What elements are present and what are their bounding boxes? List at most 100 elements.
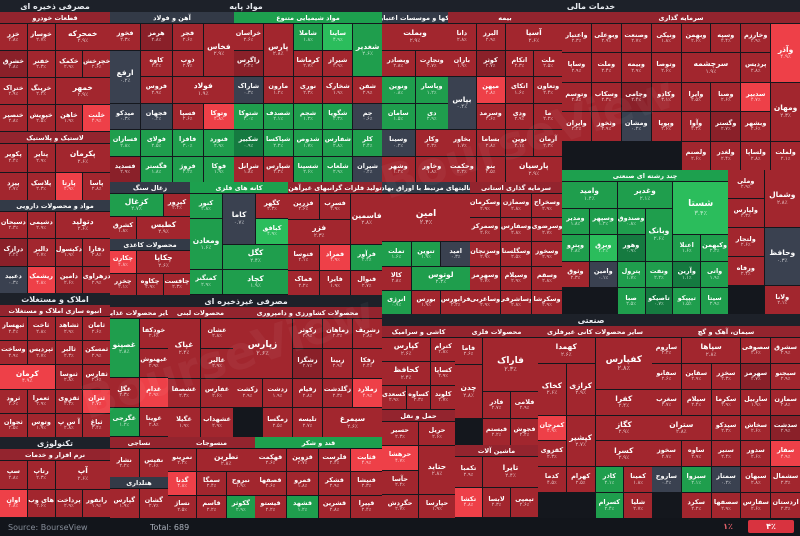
map-tile[interactable]: کساپا ۲.۹٪ <box>431 362 455 385</box>
map-tile[interactable]: واتی ۱.۹٪ <box>701 261 728 288</box>
map-tile[interactable]: کچاد ۱.۹٪ <box>223 269 288 294</box>
map-tile[interactable]: خرینگ ۲.۴٪ <box>27 78 55 104</box>
map-tile[interactable]: کقزوی ۲.۳٪ <box>538 441 566 467</box>
map-tile[interactable]: فرآور ۲.۴٪ <box>351 245 382 270</box>
map-tile[interactable]: فنوال ۲.۷٪ <box>351 270 382 295</box>
map-tile[interactable]: وتوس ۱.۹٪ <box>27 413 55 437</box>
map-tile[interactable]: وآرین ۱.۱٪ <box>673 261 701 288</box>
map-tile[interactable]: وسخوز ۲.۹٪ <box>532 242 562 266</box>
map-tile[interactable]: ولساپا ۲.۸٪ <box>741 141 771 170</box>
map-tile[interactable]: پکرمان ۲.۶٪ <box>55 144 110 172</box>
map-tile[interactable]: وسخراج ۲.۹٪ <box>532 194 562 218</box>
map-tile[interactable]: تکشا ۴.۸٪ <box>455 487 482 517</box>
map-tile[interactable]: شفارس ۲.۸٪ <box>323 130 353 156</box>
map-tile[interactable]: سقاین ۲.۹٪ <box>681 363 711 389</box>
map-tile[interactable]: وصنا ۲.۶٪ <box>711 82 741 112</box>
map-tile[interactable]: قاسم ۲.۲٪ <box>197 495 226 518</box>
map-tile[interactable]: هرمز ۲.۸٪ <box>141 24 172 50</box>
map-tile[interactable]: شدوص ۱.۷٪ <box>293 130 323 156</box>
map-tile[interactable]: قشهد ۱.۲٪ <box>287 495 318 518</box>
map-tile[interactable]: پتایر ۲.۹٪ <box>27 144 55 172</box>
map-tile[interactable]: فوکا ۱.۹٪ <box>203 156 234 182</box>
map-tile[interactable]: سخوز ۲.۷٪ <box>652 441 681 467</box>
map-tile[interactable]: انرژی ۰.۹٪ <box>382 290 411 314</box>
map-tile[interactable]: وملی ۲.۹٪ <box>728 170 764 198</box>
map-tile[interactable]: پردیس ۲.۸٪ <box>741 53 771 82</box>
map-tile[interactable]: فسازان ۲.۸٪ <box>110 130 141 156</box>
map-tile[interactable]: ختراک ۲.۹٪ <box>0 78 27 104</box>
map-tile[interactable]: پارسیان ۲.۹٪ <box>505 156 562 182</box>
sector-header[interactable]: لاستیک و پلاستیک <box>0 132 110 143</box>
map-tile[interactable]: وسمازن ۲.۸٪ <box>501 194 531 218</box>
map-tile[interactable]: کمینا ۱.۸٪ <box>624 467 652 493</box>
map-tile[interactable]: تملت ۱.۶٪ <box>382 242 411 266</box>
map-tile[interactable]: فتوسا ۲.۱٪ <box>288 245 319 270</box>
map-tile[interactable]: پترول ۱.۷٪ <box>617 261 645 288</box>
map-tile[interactable]: وبصادر ۲.۸٪ <box>382 50 415 76</box>
map-tile[interactable]: وایرا ۲.۵٪ <box>681 82 711 112</box>
map-tile[interactable]: وبیمه ۲.۹٪ <box>621 53 651 82</box>
map-tile[interactable]: باران ۱.۹٪ <box>448 50 476 76</box>
map-tile[interactable]: غدام ۴.۹٪ <box>139 378 168 407</box>
map-tile[interactable]: کگاز ۲.۹٪ <box>595 415 652 441</box>
map-tile[interactable]: وشمال ۲.۸٪ <box>764 170 800 227</box>
map-tile[interactable]: ساربیل ۱.۹٪ <box>741 389 771 415</box>
map-tile[interactable]: دعبید ۰.۳٪ <box>0 266 27 293</box>
map-tile[interactable]: زکشت ۲.۹٪ <box>233 378 262 408</box>
map-tile[interactable]: وحکمت ۲.۲٪ <box>448 156 476 182</box>
legend-value-badge[interactable]: ۴٪ <box>748 520 794 533</box>
map-tile[interactable]: دی ۲.۹٪ <box>415 103 448 129</box>
map-tile[interactable]: وهور ۰.۹٪ <box>617 235 645 261</box>
map-tile[interactable]: زگلدشت ۲.۳٪ <box>323 378 352 408</box>
map-tile[interactable]: غشان ۲.۸٪ <box>201 319 233 348</box>
map-tile[interactable]: وکبهمن ۲.۳٪ <box>701 235 728 261</box>
map-tile[interactable]: ذوب ۲.۷٪ <box>172 50 203 76</box>
map-tile[interactable]: سمازن ۲.۸٪ <box>771 389 800 415</box>
map-tile[interactable]: چافست ۲.۳٪ <box>164 273 190 295</box>
map-tile[interactable]: فخاس ۲.۹٪ <box>203 24 234 76</box>
map-tile[interactable]: ثپردیس ۲.۷٪ <box>27 341 55 365</box>
map-tile[interactable]: حریل ۲.۶٪ <box>419 422 455 446</box>
map-tile[interactable]: سمگا ۲.۴٪ <box>197 472 226 495</box>
map-tile[interactable]: سیمرغ ۲.۶٪ <box>323 408 382 437</box>
map-tile[interactable]: چدن ۲.۸٪ <box>455 365 482 418</box>
map-tile[interactable]: شجم ۱.۲٪ <box>293 103 323 129</box>
map-tile[interactable]: ثعمرا ۲.۹٪ <box>27 389 55 413</box>
map-tile[interactable]: ساروج ۰.۴٪ <box>652 467 681 493</box>
map-tile[interactable]: سبجنو ۲.۹٪ <box>771 363 800 389</box>
map-tile[interactable]: چخزر ۲.۱٪ <box>110 273 136 295</box>
map-tile[interactable]: چکارن ۴.۸٪ <box>110 251 136 273</box>
map-tile[interactable]: شغدیر ۲.۶٪ <box>353 24 382 76</box>
map-tile[interactable]: وتوکا ۴.۸٪ <box>203 103 234 129</box>
map-tile[interactable]: فروژ ۲.۲٪ <box>172 156 203 182</box>
sector-header[interactable]: کاشی و سرامیک <box>382 326 455 337</box>
map-tile[interactable]: های وب ۲.۶٪ <box>27 489 55 517</box>
map-tile[interactable]: فولاد ۱.۹٪ <box>172 77 234 103</box>
map-tile[interactable]: کگهر ۲.۳٪ <box>256 194 288 219</box>
map-tile[interactable]: لوتوس ۲.۳٪ <box>411 266 470 290</box>
map-tile[interactable]: وبوعلی ۲.۹٪ <box>591 24 621 53</box>
sector-header[interactable]: نرم افزار و خدمات <box>0 449 110 460</box>
map-tile[interactable]: فسپا ۲.۶٪ <box>172 103 203 129</box>
map-tile[interactable]: ثباغ ۲.۴٪ <box>83 413 110 437</box>
map-tile[interactable]: ورفاه ۲.۴٪ <box>728 257 764 285</box>
map-tile[interactable]: شیراز ۲.۹٪ <box>323 50 353 76</box>
map-tile[interactable]: فزرین ۲.۶٪ <box>288 194 319 219</box>
map-tile[interactable]: سکرد ۲.۲٪ <box>681 493 711 518</box>
map-tile[interactable]: پارتا ۴.۹٪ <box>55 172 83 200</box>
map-tile[interactable]: کپشیر ۲.۷٪ <box>566 415 595 467</box>
map-tile[interactable]: وغدیر ۲.۱٪ <box>617 182 673 208</box>
map-tile[interactable]: وتوسم ۲.۸٪ <box>562 82 591 112</box>
map-tile[interactable]: سنیر ۲.۴٪ <box>711 441 741 467</box>
map-tile[interactable]: شصدف ۲.۱٪ <box>263 103 293 129</box>
map-tile[interactable]: ونفت ۲.۲٪ <box>645 261 673 288</box>
map-tile[interactable]: قهکمت ۲.۶٪ <box>255 449 286 472</box>
map-tile[interactable]: سدور ۲.۶٪ <box>741 441 771 467</box>
map-tile[interactable]: کفپارس ۲.۸٪ <box>595 338 652 389</box>
sector-header[interactable]: سیمان، آهک و گچ <box>652 326 800 337</box>
map-tile[interactable]: فجهان ۰.۴٪ <box>141 103 172 129</box>
map-tile[interactable]: شفن ۲.۹٪ <box>353 77 382 103</box>
sector-header[interactable]: محصولات کاغذی <box>110 239 190 250</box>
map-tile[interactable]: ولانا ۲.۱٪ <box>764 286 800 314</box>
map-tile[interactable]: نبروج ۱.۹٪ <box>226 472 255 495</box>
